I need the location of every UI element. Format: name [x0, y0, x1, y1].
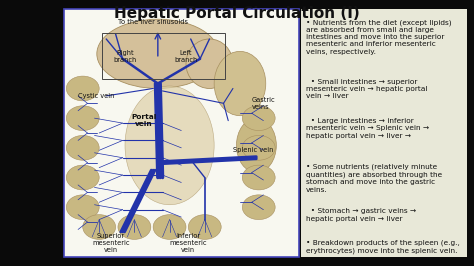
Ellipse shape — [237, 118, 276, 173]
Ellipse shape — [66, 106, 99, 131]
Text: Gastric
veins: Gastric veins — [252, 97, 275, 110]
Text: Left
branch: Left branch — [174, 50, 198, 63]
Ellipse shape — [242, 135, 275, 160]
Text: • Small intestines → superior
mesenteric vein → hepatic portal
vein → liver: • Small intestines → superior mesenteric… — [306, 78, 428, 99]
Text: Right
branch: Right branch — [113, 50, 137, 63]
Text: Portal
vein: Portal vein — [131, 114, 156, 127]
Ellipse shape — [214, 51, 266, 116]
Text: • Some nutrients (relatively minute
quantities) are absorbed through the
stomach: • Some nutrients (relatively minute quan… — [306, 164, 442, 193]
Ellipse shape — [97, 19, 219, 89]
Ellipse shape — [83, 215, 116, 239]
Text: Inferior
mesenteric
vein: Inferior mesenteric vein — [170, 233, 207, 253]
Text: • Nutrients from the diet (except lipids)
are absorbed from small and large
inte: • Nutrients from the diet (except lipids… — [306, 19, 452, 55]
Ellipse shape — [66, 195, 99, 219]
Ellipse shape — [66, 165, 99, 190]
Text: To the liver sinusoids: To the liver sinusoids — [118, 19, 188, 25]
Text: • Breakdown products of the spleen (e.g.,
erythrocytes) move into the splenic ve: • Breakdown products of the spleen (e.g.… — [306, 239, 460, 253]
FancyBboxPatch shape — [301, 9, 467, 257]
Text: • Stomach → gastric veins →
hepatic portal vein → liver: • Stomach → gastric veins → hepatic port… — [306, 209, 416, 222]
Ellipse shape — [242, 195, 275, 220]
Ellipse shape — [188, 215, 221, 239]
Ellipse shape — [118, 215, 151, 239]
Ellipse shape — [242, 106, 275, 131]
Text: Superior
mesenteric
vein: Superior mesenteric vein — [92, 233, 130, 253]
Text: Hepatic Portal Circulation (I): Hepatic Portal Circulation (I) — [114, 6, 360, 21]
Ellipse shape — [186, 39, 233, 89]
Ellipse shape — [66, 76, 99, 101]
Ellipse shape — [153, 215, 186, 239]
Text: Splenic vein: Splenic vein — [233, 147, 273, 153]
Text: • Large intestines → inferior
mesenteric vein → Splenic vein →
hepatic portal ve: • Large intestines → inferior mesenteric… — [306, 118, 429, 139]
Ellipse shape — [242, 165, 275, 190]
Ellipse shape — [66, 135, 99, 160]
Text: Cystic vein: Cystic vein — [78, 93, 114, 99]
FancyBboxPatch shape — [64, 9, 299, 257]
Ellipse shape — [125, 86, 214, 205]
